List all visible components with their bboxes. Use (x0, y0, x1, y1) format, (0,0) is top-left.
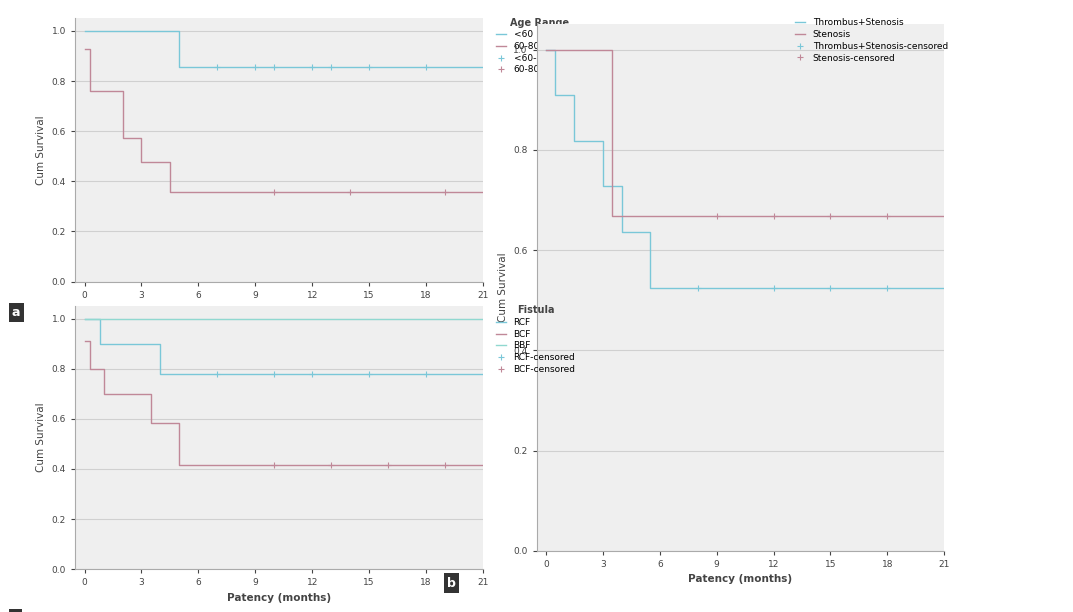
Text: b: b (446, 577, 456, 589)
Y-axis label: Cum Survival: Cum Survival (36, 115, 46, 185)
Y-axis label: Cum Survival: Cum Survival (36, 403, 46, 472)
Legend: <60, 60-80, <60-censored, 60-80-censored: <60, 60-80, <60-censored, 60-80-censored (496, 18, 585, 75)
Legend: Thrombus+Stenosis, Stenosis, Thrombus+Stenosis-censored, Stenosis-censored: Thrombus+Stenosis, Stenosis, Thrombus+St… (795, 18, 947, 62)
X-axis label: Patency (months): Patency (months) (226, 593, 332, 603)
Text: a: a (12, 306, 20, 319)
Legend: RCF, BCF, BBF, RCF-censored, BCF-censored: RCF, BCF, BBF, RCF-censored, BCF-censore… (496, 305, 575, 374)
X-axis label: Patency (months): Patency (months) (688, 575, 793, 584)
Y-axis label: Cum Survival: Cum Survival (498, 253, 508, 323)
